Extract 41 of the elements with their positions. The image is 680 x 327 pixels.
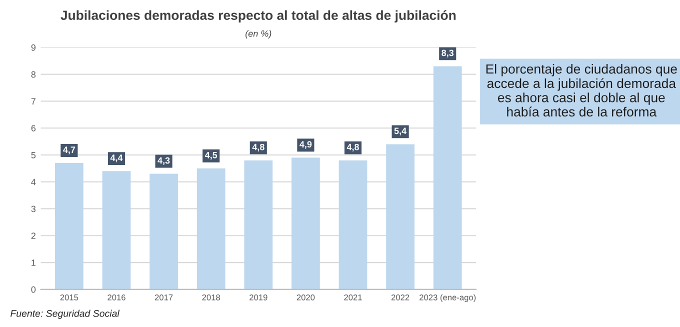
data-label: 4,4 — [110, 154, 123, 162]
bar — [196, 168, 226, 290]
x-tick-label: 2023 (ene-ago) — [420, 294, 476, 302]
data-label: 4,8 — [346, 144, 360, 152]
data-label: 4,5 — [204, 152, 218, 160]
x-tick-label: 2020 — [296, 294, 315, 300]
data-label: 4,9 — [300, 141, 312, 149]
y-tick-label: 6 — [31, 125, 36, 132]
bar — [244, 160, 273, 290]
bar — [54, 163, 84, 290]
data-label: 4,3 — [158, 157, 170, 165]
y-tick-label: 2 — [31, 232, 36, 239]
source-note: Fuente: Seguridad Social — [10, 310, 120, 319]
data-label: 4,7 — [63, 146, 76, 154]
bar — [102, 171, 131, 290]
bar — [292, 158, 320, 290]
chart-title: Jubilaciones demoradas respecto al total de altas de jubilación — [60, 10, 456, 23]
text: El porcentaje de ciudadanos que accede a la jubilación demorada es ahora casi el doble al que había antes de la reforma — [486, 64, 677, 117]
y-tick-label: 0 — [31, 286, 36, 293]
data-label: 4,8 — [252, 144, 264, 152]
x-tick-label: 2018 — [202, 294, 220, 300]
y-tick-label: 4 — [31, 178, 36, 186]
y-tick-label: 9 — [31, 44, 36, 51]
bar — [338, 160, 368, 290]
bar — [386, 144, 415, 290]
x-tick-label: 2019 — [250, 294, 268, 300]
x-tick-label: 2022 — [391, 294, 410, 300]
x-tick-label: 2017 — [154, 294, 173, 300]
y-tick-label: 5 — [31, 152, 36, 158]
data-label: 5,4 — [394, 128, 407, 136]
y-tick-label: 8 — [31, 71, 36, 78]
bar — [433, 66, 462, 290]
data-label: 8,3 — [442, 50, 454, 58]
x-tick-label: 2015 — [60, 294, 78, 300]
bar — [150, 174, 178, 290]
y-tick-label: 7 — [31, 98, 36, 104]
x-tick-label: 2021 — [344, 294, 362, 300]
x-tick-label: 2016 — [108, 294, 126, 300]
chart-subtitle: (en %) — [246, 30, 272, 39]
y-tick-label: 1 — [32, 260, 36, 266]
y-tick-label: 3 — [31, 206, 36, 212]
